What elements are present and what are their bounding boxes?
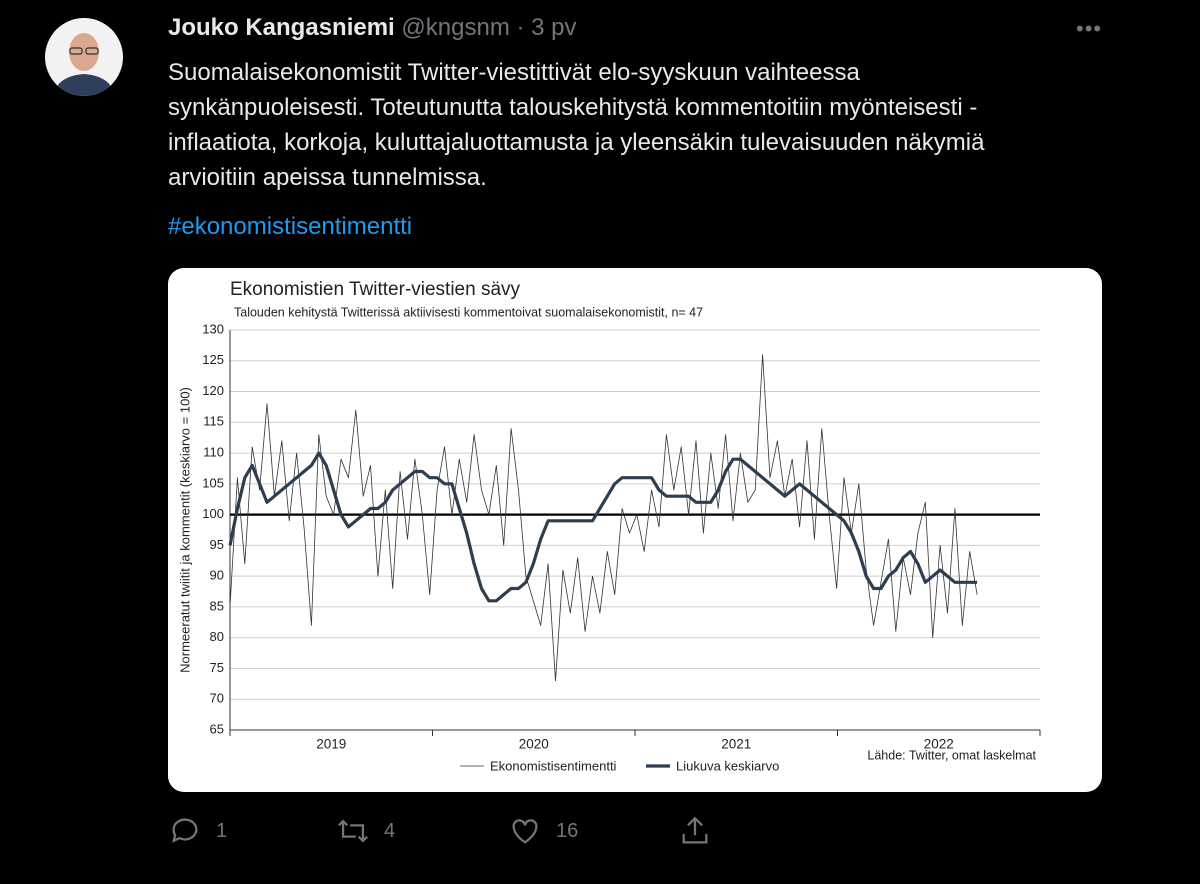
tweet-text: Suomalaisekonomistit Twitter-viestittivä… [168,59,985,191]
y-tick-label: 115 [203,414,224,429]
chart-subtitle: Talouden kehitystä Twitterissä aktiivise… [234,305,703,319]
chart-source: Lähde: Twitter, omat laskelmat [867,748,1036,762]
retweet-count: 4 [384,819,396,842]
y-tick-label: 85 [210,598,224,613]
reply-count: 1 [216,819,228,842]
avatar[interactable] [45,18,123,96]
share-icon [682,816,708,844]
y-tick-label: 65 [210,721,224,736]
y-tick-label: 110 [203,445,224,460]
chart-title: Ekonomistien Twitter-viestien sävy [230,279,521,300]
tweet-actions: 1 4 16 [168,814,728,854]
like-button[interactable]: 16 [508,814,578,848]
y-tick-label: 125 [202,352,224,367]
legend-label: Ekonomistisentimentti [490,758,617,773]
chart-card[interactable]: Ekonomistien Twitter-viestien sävy Taloud… [168,268,1102,792]
more-button[interactable]: ••• [1076,16,1103,41]
y-tick-label: 100 [202,506,224,521]
y-tick-label: 130 [202,321,224,336]
x-tick-label: 2021 [721,737,751,752]
author-handle[interactable]: @kngsnm [401,14,510,41]
x-tick-label: 2022 [924,737,954,752]
reply-icon [171,818,198,844]
y-tick-label: 75 [210,660,224,675]
chart: Ekonomistien Twitter-viestien sävy Taloud… [177,279,1041,773]
y-tick-label: 80 [210,629,224,644]
moving-average-line [228,451,978,603]
tweet-header: Jouko Kangasniemi @kngsnm · 3 pv [168,14,577,42]
legend-label: Liukuva keskiarvo [676,758,779,773]
hashtag[interactable]: #ekonomistisentimentti [168,213,413,240]
separator: · [509,14,532,41]
sentiment-line [229,354,978,682]
author-name[interactable]: Jouko Kangasniemi [168,14,395,41]
like-icon [512,819,538,844]
y-tick-label: 70 [210,691,224,706]
retweet-button[interactable]: 4 [336,814,395,848]
reply-button[interactable]: 1 [168,814,227,848]
y-tick-label: 120 [202,383,224,398]
retweet-icon [338,819,368,843]
y-tick-label: 90 [210,568,224,583]
y-axis-label: Normeeratut twiitit ja kommentit (keskia… [177,387,192,673]
share-button[interactable] [678,814,712,848]
tweet-time[interactable]: 3 pv [531,14,577,41]
x-tick-label: 2019 [316,737,346,752]
y-tick-label: 95 [210,537,224,552]
like-count: 16 [556,819,579,842]
x-tick-label: 2020 [519,737,549,752]
y-tick-label: 105 [202,475,224,490]
